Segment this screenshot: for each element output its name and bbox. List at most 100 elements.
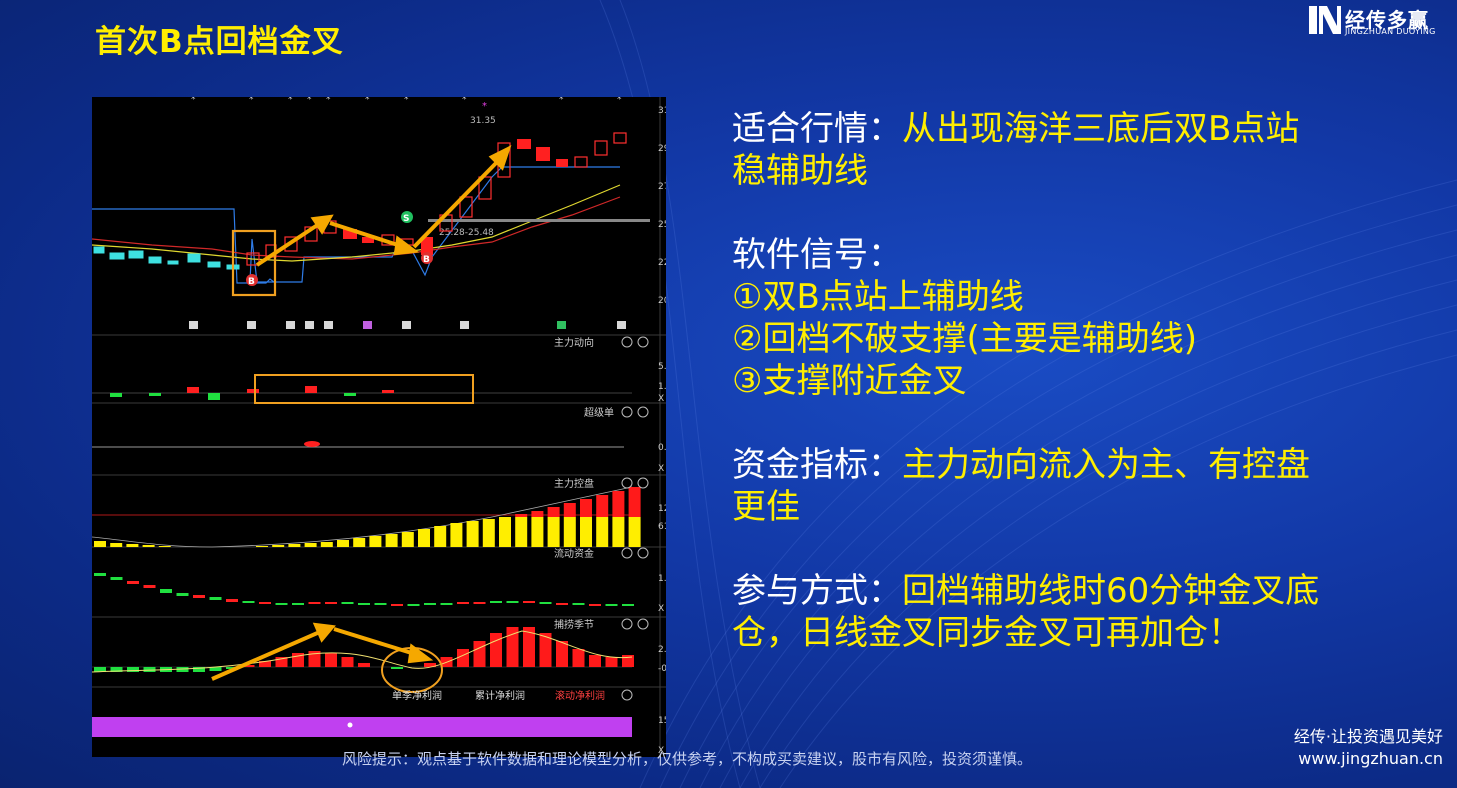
liudong-bar [622, 604, 634, 606]
chart-canvas: * * * * * * * * * * * 25.28-25.48 31.35 [92, 97, 666, 757]
svg-text:*: * [249, 97, 254, 105]
kongpan-bar-top [628, 487, 641, 517]
kongpan-bars [94, 487, 641, 547]
svg-text:X: X [658, 746, 664, 756]
text-market-b: 稳辅助线 [732, 151, 868, 191]
kongpan-bar-top [580, 499, 592, 517]
footer-url[interactable]: www.jingzhuan.cn [1298, 749, 1443, 768]
risk-disclaimer: 风险提示：观点基于软件数据和理论模型分析，仅供参考，不构成买卖建议，股市有风险，… [342, 750, 1033, 768]
kongpan-bar [337, 540, 349, 547]
svg-text:12: 12 [658, 504, 666, 514]
svg-text:1.: 1. [658, 574, 666, 584]
liudong-bar [391, 604, 403, 606]
bulao-bar [622, 655, 634, 667]
bulao-bar [523, 627, 535, 667]
liudong-bar [407, 604, 420, 606]
kongpan-bar [385, 534, 398, 547]
liudong-bar [242, 601, 255, 603]
label-market: 适合行情： [732, 109, 902, 149]
logo-mark-icon [1309, 6, 1341, 34]
bulao-bar [539, 633, 552, 667]
signal-item-2: ②回档不破支撑(主要是辅助线) [732, 319, 1198, 359]
svg-text:*: * [617, 97, 622, 105]
kongpan-bar [450, 523, 463, 547]
bulao-bar [473, 641, 486, 667]
panel-label-bulao: 捕捞季节 [554, 618, 594, 631]
svg-text:1.: 1. [658, 382, 666, 392]
kongpan-bar-top [596, 495, 609, 517]
svg-text:5.: 5. [658, 362, 666, 372]
kongpan-bar [612, 517, 625, 547]
kongpan-bar [531, 517, 544, 547]
svg-text:S: S [403, 214, 409, 224]
svg-text:B: B [248, 277, 255, 287]
bulao-bar [341, 657, 354, 667]
liudong-bar [556, 603, 568, 605]
liudong-bar [572, 603, 585, 605]
text-funds-a: 主力动向流入为主、有控盘 [902, 445, 1310, 485]
liudong-bar [341, 602, 354, 604]
kongpan-bar [515, 517, 528, 547]
bulao-bar [358, 663, 370, 667]
bulao-bar [457, 649, 469, 667]
liudong-bar [539, 602, 552, 604]
bulao-bar [391, 667, 403, 669]
bulao-bar [110, 667, 123, 672]
logo-subtext: JINGZHUAN DUOYING [1345, 27, 1436, 36]
svg-text:B: B [423, 255, 430, 265]
text-method-b: 仓，日线金叉同步金叉可再加仓！ [732, 613, 1242, 653]
kongpan-bar [596, 517, 609, 547]
svg-text:29: 29 [658, 144, 666, 154]
kongpan-bar-top [547, 507, 560, 517]
kongpan-bar [418, 529, 430, 547]
svg-text:*: * [191, 97, 196, 105]
liudong-bar [457, 602, 469, 604]
kongpan-bar [466, 521, 479, 547]
svg-text:22: 22 [658, 258, 666, 268]
kongpan-bar [272, 545, 285, 547]
kongpan-bar-top [563, 503, 576, 517]
footer-slogan: 经传·让投资遇见美好 [1293, 727, 1443, 746]
bulao-bar [94, 667, 106, 672]
kongpan-bar [628, 517, 641, 547]
signal-item-3: ③支撑附近金叉 [732, 361, 967, 401]
kongpan-bar [482, 519, 495, 547]
kongpan-bar-top [515, 514, 528, 517]
kongpan-bar [126, 544, 139, 547]
kongpan-bar [401, 532, 414, 547]
kongpan-bar [94, 541, 106, 547]
bulao-bar [275, 657, 288, 667]
bulao-bar [127, 667, 139, 672]
liudong-bar [127, 581, 139, 584]
s-signal-icon [401, 211, 413, 223]
signal-item-1: ①双B点站上辅助线 [732, 277, 1024, 317]
svg-text:*: * [559, 97, 564, 105]
bulao-bar [572, 649, 585, 667]
kongpan-bar-top [531, 511, 544, 517]
panel-label-kongpan: 主力控盘 [554, 477, 594, 490]
stock-chart: * * * * * * * * * * * 25.28-25.48 31.35 [92, 97, 666, 757]
b-signal-icon-2 [421, 252, 433, 264]
liudong-bar [292, 603, 304, 605]
tab-rolling-profit: 滚动净利润 [555, 689, 605, 702]
liudong-bar [506, 601, 519, 603]
svg-text:*: * [404, 97, 409, 105]
bulao-bar [325, 653, 337, 667]
bulao-bar [589, 655, 601, 667]
kongpan-bar [158, 546, 171, 547]
liudong-bar [490, 601, 502, 603]
label-signals: 软件信号： [732, 235, 902, 275]
para-market: 适合行情：从出现海洋三底后双B点站 稳辅助线 [732, 108, 1412, 192]
svg-text:*: * [365, 97, 370, 105]
para-funds: 资金指标：主力动向流入为主、有控盘 更佳 [732, 444, 1412, 528]
liudong-bar [143, 585, 156, 588]
tab-cumulative-profit: 累计净利润 [475, 689, 525, 702]
liudong-bar [259, 602, 271, 604]
liudong-bar [358, 603, 370, 605]
kongpan-bar [304, 543, 317, 547]
logo-text: 经传多赢 [1345, 8, 1429, 32]
bulao-bar [308, 651, 321, 667]
label-funds: 资金指标： [732, 445, 902, 485]
liudong-bar [424, 603, 436, 605]
liudong-bar [523, 601, 535, 603]
